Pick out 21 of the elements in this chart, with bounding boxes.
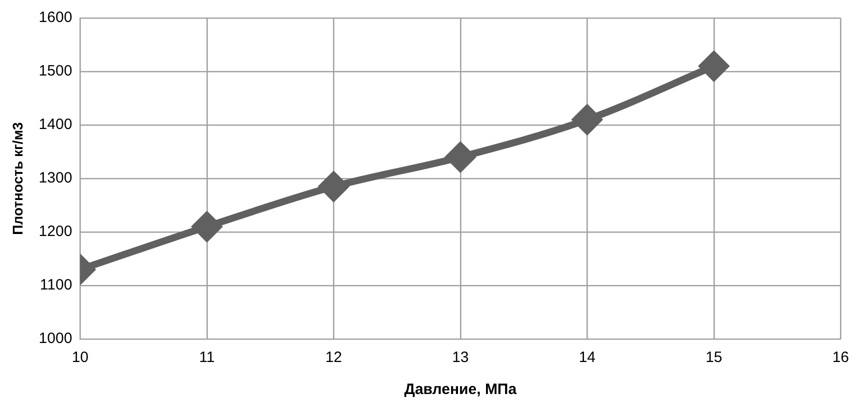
x-tick-label: 12 <box>325 349 342 366</box>
y-tick-label: 1100 <box>40 276 72 294</box>
point <box>446 142 475 172</box>
y-tick-label: 1500 <box>38 62 72 80</box>
x-axis-title: Давление, МПа <box>404 381 518 398</box>
point <box>699 52 728 81</box>
point <box>572 105 602 134</box>
y-tick-label: 1000 <box>38 330 72 348</box>
y-tick-label: 1400 <box>38 116 72 134</box>
x-tick-label: 13 <box>452 349 469 366</box>
x-tick-label: 11 <box>199 349 215 366</box>
point <box>192 212 222 242</box>
x-tick-label: 16 <box>832 349 849 366</box>
y-tick-label: 1200 <box>38 223 72 240</box>
x-tick-label: 14 <box>578 349 596 366</box>
y-tick-label: 1300 <box>38 170 72 187</box>
x-tick-label: 15 <box>706 349 722 366</box>
point <box>319 172 348 202</box>
y-tick-label: 1600 <box>38 9 72 26</box>
x-tick-label: 10 <box>72 349 89 366</box>
y-axis-title: Плотность кг/м3 <box>9 122 26 235</box>
